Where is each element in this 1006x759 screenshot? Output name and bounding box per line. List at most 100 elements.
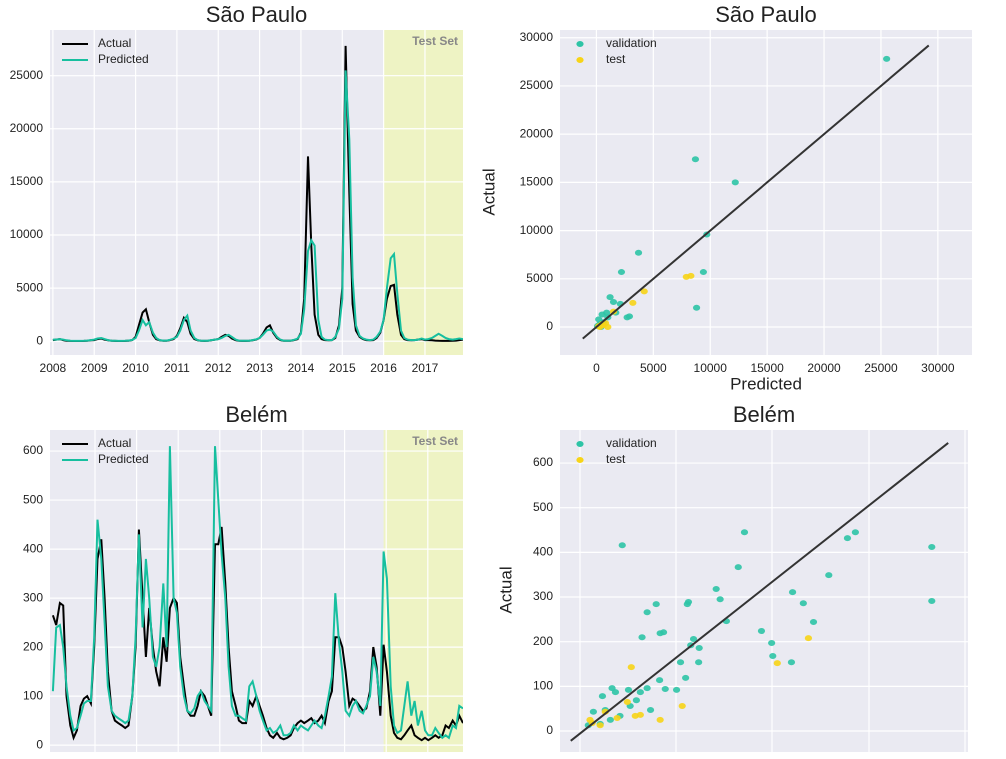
x-tick-label: 2010	[122, 361, 149, 375]
legend-label: test	[606, 52, 626, 66]
scatter-point	[928, 544, 936, 551]
scatter-point	[656, 716, 664, 723]
x-tick-label: 0	[593, 361, 600, 375]
legend-label: Actual	[98, 36, 131, 50]
legend-swatch	[576, 441, 584, 447]
scatter-point	[646, 707, 655, 714]
scatter-point	[683, 601, 691, 608]
scatter-point	[586, 716, 594, 723]
scatter-point	[606, 294, 614, 301]
subplot: 0 5000 10000 15000 20000 25000 30000 0 5000 10000…	[479, 2, 972, 393]
scatter-point	[632, 697, 640, 704]
y-tick-label: 500	[533, 500, 553, 514]
y-tick-label: 400	[23, 541, 43, 555]
scatter-point	[625, 313, 634, 320]
scatter-point	[613, 715, 621, 722]
legend-swatch	[576, 457, 584, 463]
scatter-point	[672, 686, 681, 693]
scatter-point	[634, 249, 643, 256]
x-tick-label: 2008	[40, 361, 67, 375]
y-tick-label: 300	[533, 589, 553, 603]
legend-label: validation	[606, 36, 657, 50]
y-tick-label: 300	[23, 590, 43, 604]
scatter-point	[740, 529, 749, 536]
y-tick-label: 5000	[526, 271, 553, 285]
legend-label: Predicted	[98, 52, 149, 66]
scatter-point	[643, 685, 651, 692]
x-tick-label: 2014	[288, 361, 315, 375]
legend-swatch	[576, 41, 584, 47]
scatter-point	[804, 635, 813, 642]
scatter-point	[682, 674, 690, 681]
y-tick-label: 0	[546, 319, 553, 333]
scatter-point	[928, 598, 936, 605]
scatter-point	[606, 716, 614, 723]
scatter-point	[678, 703, 686, 709]
scatter-point	[656, 630, 664, 637]
chart-title: São Paulo	[715, 2, 817, 27]
x-tick-label: 2012	[205, 361, 232, 375]
scatter-point	[787, 659, 796, 666]
scatter-point	[629, 299, 637, 306]
y-tick-label: 15000	[520, 175, 554, 189]
x-tick-label: 10000	[694, 361, 728, 375]
scatter-point	[655, 677, 664, 684]
x-tick-label: 2011	[164, 361, 190, 375]
x-tick-label: 20000	[807, 361, 841, 375]
y-tick-label: 600	[23, 443, 43, 457]
x-tick-label: 2016	[370, 361, 397, 375]
scatter-point	[640, 288, 648, 295]
y-tick-label: 600	[533, 455, 553, 469]
x-tick-label: 2013	[246, 361, 273, 375]
x-tick-label: 5000	[640, 361, 667, 375]
scatter-point	[589, 708, 597, 715]
test-span-label: Test Set	[412, 34, 458, 48]
scatter-point	[699, 269, 708, 276]
plot-background	[560, 430, 968, 752]
scatter-point	[596, 722, 604, 729]
test-span	[383, 30, 463, 355]
y-tick-label: 10000	[520, 223, 554, 237]
legend-label: Actual	[98, 436, 131, 450]
series-line	[51, 446, 463, 740]
x-tick-label: 25000	[864, 361, 898, 375]
scatter-point	[883, 55, 891, 62]
y-axis-label: Actual	[479, 168, 498, 215]
y-tick-label: 0	[36, 737, 43, 751]
scatter-point	[692, 304, 701, 311]
x-axis-label: Predicted	[730, 374, 802, 393]
scatter-point	[623, 698, 631, 705]
y-tick-label: 10000	[10, 227, 44, 241]
scatter-point	[731, 179, 739, 186]
y-tick-label: 25000	[10, 68, 44, 82]
scatter-point	[617, 269, 626, 276]
reference-line	[582, 44, 930, 340]
scatter-point	[689, 636, 698, 643]
legend-swatch	[576, 57, 584, 63]
legend-label: Predicted	[98, 452, 149, 466]
test-span	[383, 430, 463, 752]
scatter-point	[627, 664, 635, 671]
subplot: 2008 2009 2010 2011 2012 2013 2014 2015 2016 2017…	[10, 2, 463, 375]
subplot: 0 100 200 300 400 500 600 Belém Actual validation…	[496, 402, 968, 752]
x-tick-label: 15000	[750, 361, 784, 375]
reference-line	[570, 442, 949, 742]
y-tick-label: 200	[23, 639, 43, 653]
y-tick-label: 20000	[520, 126, 554, 140]
y-tick-label: 15000	[10, 174, 44, 188]
scatter-point	[716, 596, 724, 603]
scatter-point	[598, 693, 607, 700]
scatter-point	[734, 564, 742, 571]
scatter-point	[609, 298, 618, 305]
y-tick-label: 100	[23, 688, 43, 702]
scatter-point	[768, 640, 776, 647]
scatter-point	[643, 609, 651, 616]
scatter-point	[788, 589, 797, 596]
scatter-point	[687, 272, 695, 279]
y-tick-label: 500	[23, 492, 43, 506]
scatter-point	[624, 686, 633, 693]
scatter-point	[825, 572, 833, 579]
scatter-point	[695, 644, 703, 651]
x-tick-label: 30000	[921, 361, 955, 375]
